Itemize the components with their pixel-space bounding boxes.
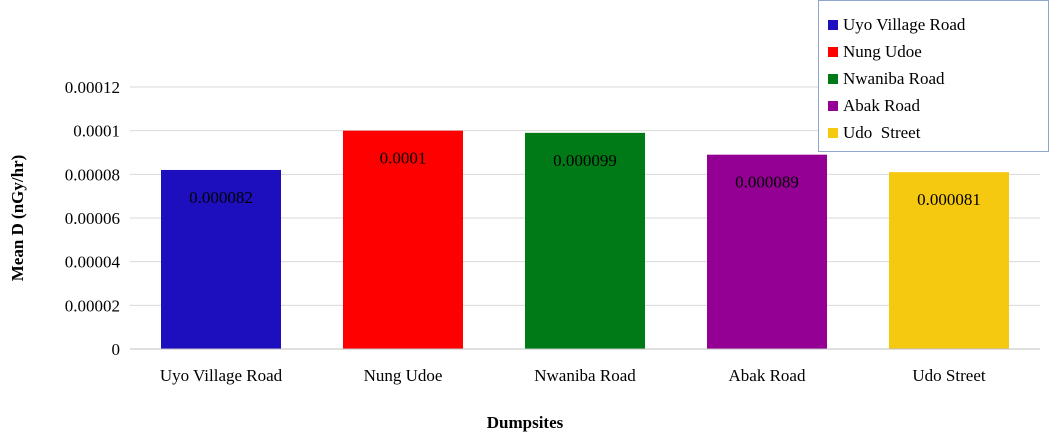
- y-tick-label: 0.00004: [65, 253, 121, 272]
- legend-swatch: [828, 101, 838, 111]
- y-tick-label: 0: [112, 340, 121, 359]
- bar-data-label: 0.000081: [917, 190, 981, 209]
- x-tick-label: Abak Road: [729, 366, 806, 385]
- legend-item: Udo Street: [828, 119, 1048, 146]
- y-tick-label: 0.0001: [73, 122, 120, 141]
- legend-swatch: [828, 47, 838, 57]
- x-axis-label: Dumpsites: [487, 413, 564, 432]
- x-tick-label: Udo Street: [912, 366, 985, 385]
- legend-item: Abak Road: [828, 92, 1048, 119]
- legend-swatch: [828, 20, 838, 30]
- bar-data-label: 0.0001: [380, 149, 427, 168]
- y-tick-label: 0.00006: [65, 209, 120, 228]
- y-axis-ticks: 0 0.00002 0.00004 0.00006 0.00008 0.0001 0.000…: [65, 78, 121, 359]
- y-axis-label: Mean D (nGy/hr): [8, 155, 27, 282]
- x-axis-categories: Uyo Village Road Nung Udoe Nwaniba Road Aba…: [160, 366, 986, 385]
- legend-label: Nwaniba Road: [843, 69, 945, 89]
- bar-data-label: 0.000082: [189, 188, 253, 207]
- legend-item: Nung Udoe: [828, 38, 1048, 65]
- x-tick-label: Nwaniba Road: [534, 366, 636, 385]
- legend-label: Nung Udoe: [843, 42, 922, 62]
- x-tick-label: Nung Udoe: [364, 366, 443, 385]
- bar-data-label: 0.000089: [735, 173, 799, 192]
- legend-swatch: [828, 128, 838, 138]
- legend-item: Nwaniba Road: [828, 65, 1048, 92]
- legend-item: Uyo Village Road: [828, 11, 1048, 38]
- x-tick-label: Uyo Village Road: [160, 366, 283, 385]
- bar-data-label: 0.000099: [553, 151, 617, 170]
- legend-swatch: [828, 74, 838, 84]
- legend-label: Uyo Village Road: [843, 15, 965, 35]
- y-tick-label: 0.00012: [65, 78, 120, 97]
- legend: Uyo Village Road Nung Udoe Nwaniba Road Aba…: [818, 0, 1049, 152]
- legend-label: Udo Street: [843, 123, 920, 143]
- legend-label: Abak Road: [843, 96, 920, 116]
- y-tick-label: 0.00008: [65, 165, 120, 184]
- y-tick-label: 0.00002: [65, 296, 120, 315]
